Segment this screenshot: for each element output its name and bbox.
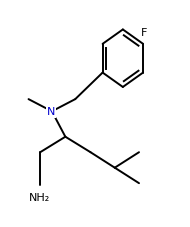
Text: NH₂: NH₂: [29, 193, 50, 203]
Text: N: N: [47, 107, 55, 117]
Text: F: F: [141, 28, 147, 38]
